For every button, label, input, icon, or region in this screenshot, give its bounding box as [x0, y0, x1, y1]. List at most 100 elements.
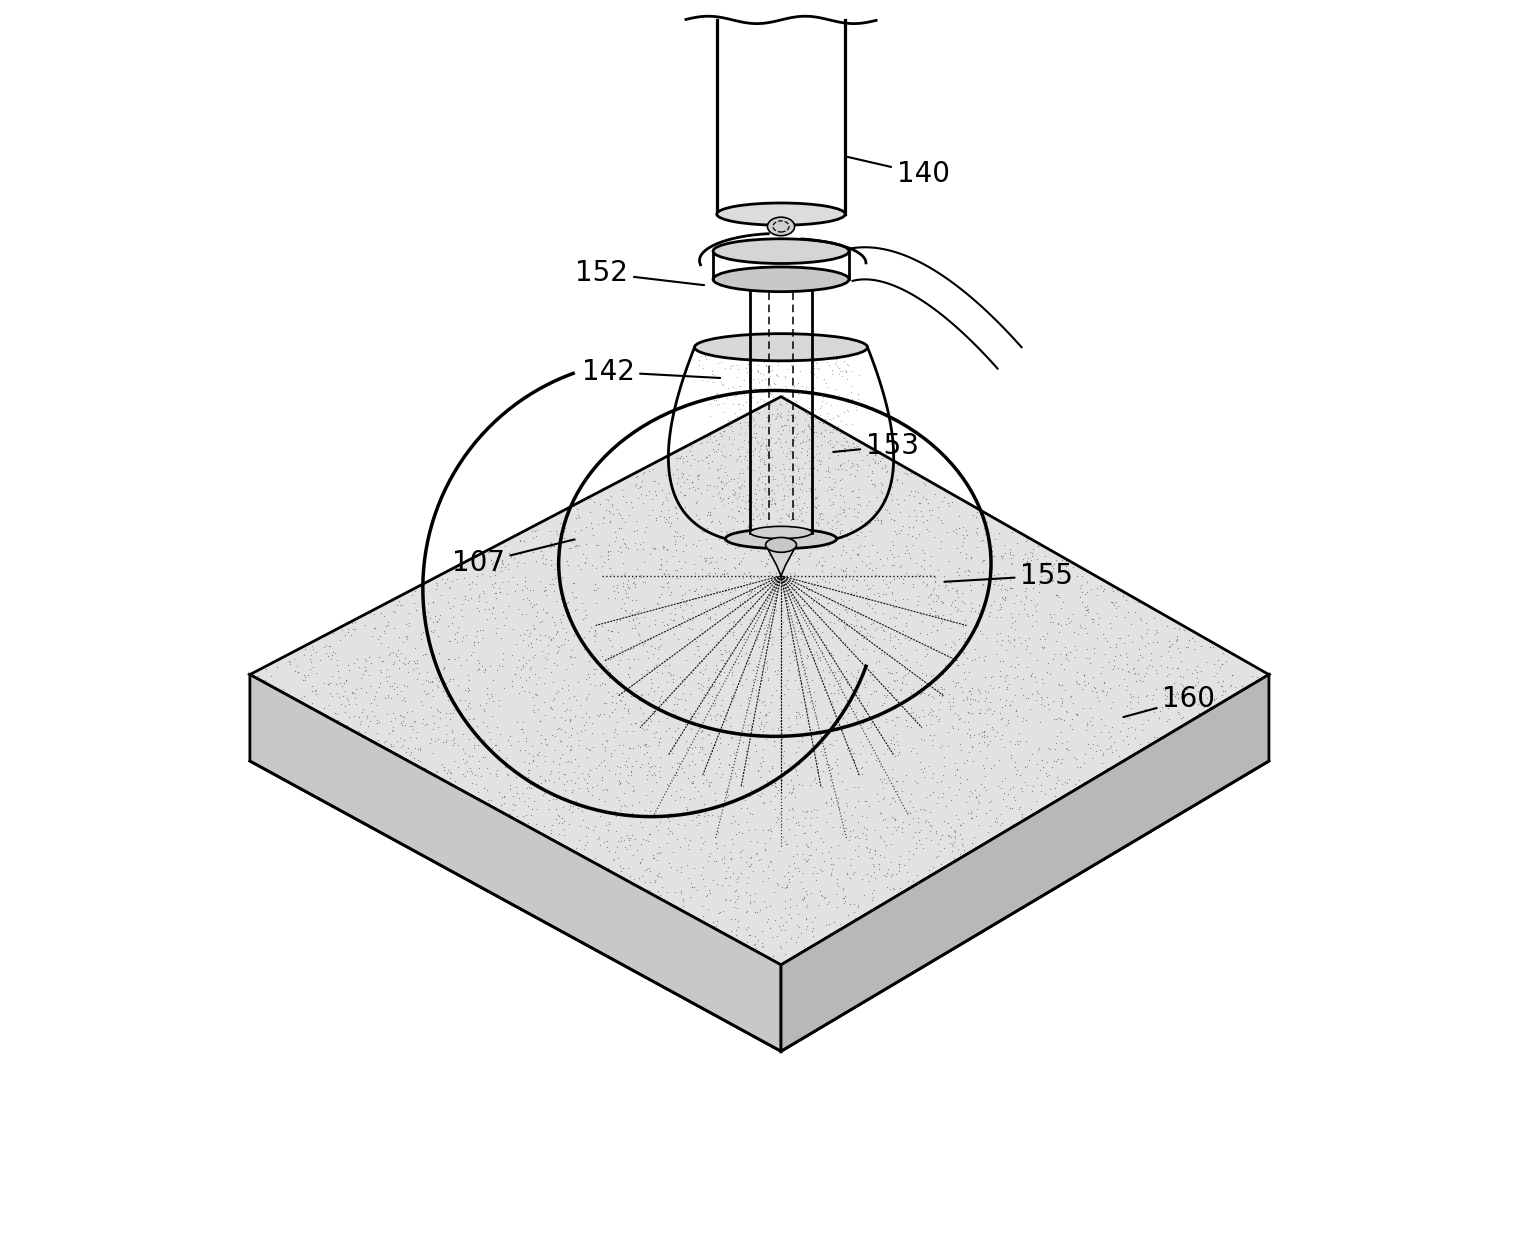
Point — [856, 692, 880, 712]
Point — [990, 697, 1014, 717]
Point — [596, 858, 621, 878]
Point — [688, 604, 712, 624]
Point — [735, 412, 759, 432]
Point — [505, 599, 529, 619]
Point — [706, 673, 730, 693]
Point — [854, 829, 878, 849]
Point — [647, 865, 671, 885]
Point — [467, 659, 491, 678]
Point — [787, 459, 811, 479]
Point — [528, 742, 552, 761]
Point — [718, 769, 743, 789]
Point — [450, 594, 474, 614]
Point — [595, 730, 619, 750]
Point — [563, 773, 587, 792]
Point — [613, 796, 637, 816]
Point — [759, 852, 784, 872]
Point — [685, 465, 709, 485]
Point — [833, 615, 857, 635]
Point — [868, 550, 892, 569]
Point — [458, 759, 482, 779]
Point — [1077, 647, 1101, 667]
Point — [819, 410, 843, 430]
Point — [1115, 696, 1139, 716]
Point — [930, 592, 955, 612]
Point — [595, 656, 619, 676]
Point — [717, 613, 741, 633]
Point — [1052, 659, 1077, 678]
Point — [1084, 682, 1109, 702]
Point — [337, 707, 361, 727]
Point — [796, 723, 820, 743]
Point — [741, 860, 766, 880]
Point — [776, 800, 801, 820]
Point — [1136, 655, 1161, 675]
Point — [525, 722, 549, 742]
Point — [773, 943, 798, 963]
Point — [762, 776, 787, 796]
Point — [700, 364, 724, 384]
Point — [795, 378, 819, 397]
Point — [1002, 751, 1026, 771]
Point — [592, 657, 616, 677]
Point — [988, 599, 1013, 619]
Point — [578, 621, 602, 641]
Point — [820, 420, 845, 439]
Point — [1130, 610, 1154, 630]
Point — [743, 926, 767, 946]
Point — [978, 536, 1002, 556]
Point — [741, 442, 766, 462]
Point — [683, 581, 708, 600]
Point — [673, 698, 697, 718]
Point — [450, 605, 474, 625]
Point — [759, 385, 784, 405]
Point — [907, 707, 932, 727]
Point — [712, 457, 737, 477]
Point — [1093, 686, 1118, 706]
Point — [822, 485, 846, 505]
Point — [720, 613, 744, 633]
Point — [659, 516, 683, 536]
Point — [361, 706, 386, 725]
Point — [497, 543, 522, 563]
Point — [528, 630, 552, 650]
Point — [483, 734, 508, 754]
Point — [570, 609, 595, 629]
Point — [412, 681, 436, 701]
Point — [921, 578, 946, 598]
Point — [439, 721, 464, 740]
Point — [753, 662, 778, 682]
Point — [982, 755, 1006, 775]
Point — [776, 708, 801, 728]
Point — [993, 562, 1017, 582]
Point — [480, 555, 505, 574]
Point — [432, 659, 456, 678]
Point — [592, 704, 616, 724]
Point — [665, 753, 689, 773]
Point — [593, 500, 618, 520]
Point — [788, 672, 813, 692]
Point — [717, 875, 741, 895]
Point — [842, 506, 866, 526]
Point — [697, 553, 721, 573]
Point — [1092, 673, 1116, 693]
Point — [677, 478, 702, 498]
Point — [665, 540, 689, 560]
Point — [624, 713, 648, 733]
Point — [747, 364, 772, 384]
Point — [544, 719, 569, 739]
Point — [1075, 600, 1100, 620]
Point — [657, 853, 682, 873]
Point — [467, 660, 491, 680]
Point — [880, 582, 904, 602]
Point — [737, 654, 761, 673]
Point — [787, 548, 811, 568]
Point — [732, 592, 756, 612]
Point — [471, 747, 496, 766]
Point — [619, 687, 644, 707]
Point — [846, 685, 871, 704]
Point — [753, 355, 778, 375]
Point — [877, 662, 901, 682]
Point — [726, 654, 750, 673]
Point — [834, 661, 859, 681]
